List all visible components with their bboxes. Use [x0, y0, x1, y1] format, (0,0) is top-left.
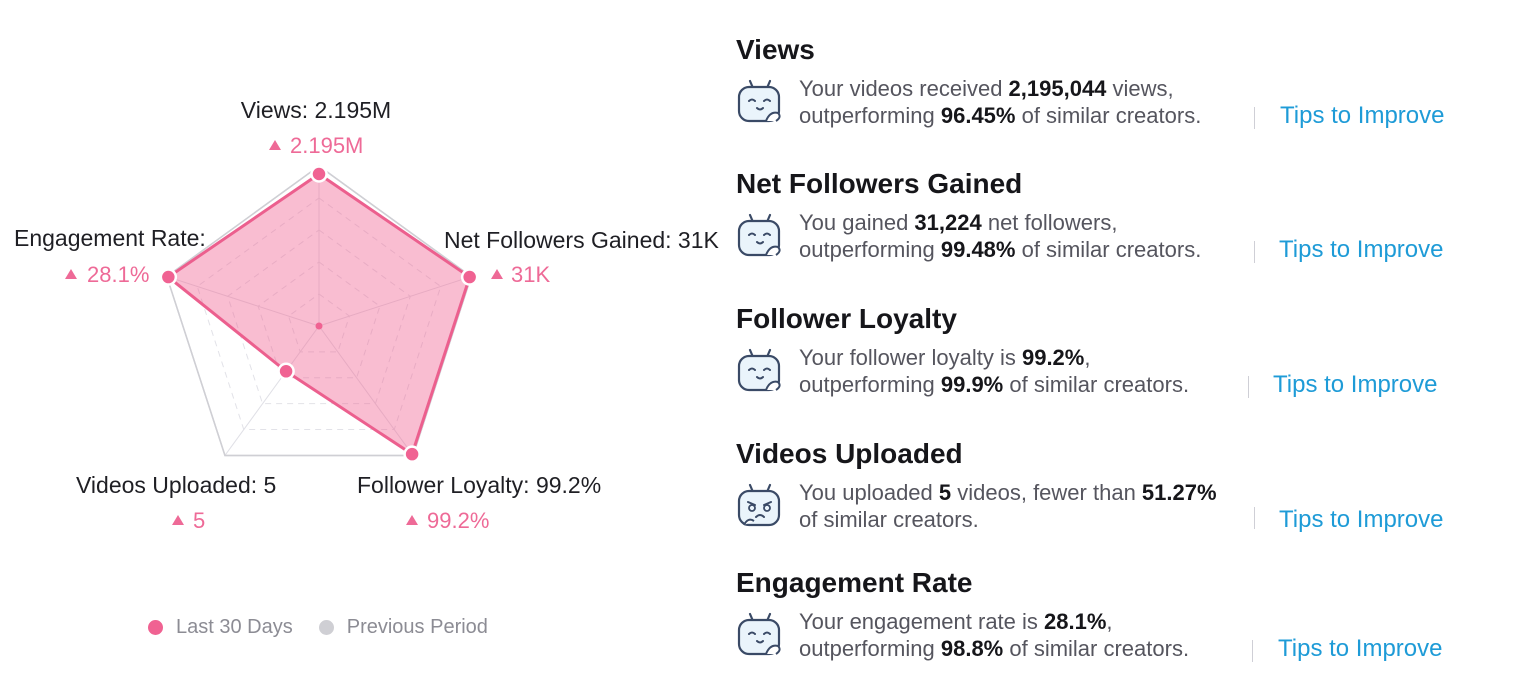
- svg-text:99.2%: 99.2%: [427, 508, 489, 533]
- last-30-days-area: [165, 172, 472, 457]
- axis-label-views: Views: 2.195M: [241, 97, 391, 123]
- divider: [1254, 107, 1255, 129]
- grid-ring-1: [287, 293, 351, 353]
- metric-description: Your follower loyalty is 99.2%, outperfo…: [799, 345, 1190, 397]
- axis-delta-engagement-rate: 28.1%: [65, 262, 149, 287]
- grid-ring-2: [257, 261, 381, 379]
- svg-text:2.195M: 2.195M: [290, 133, 363, 158]
- metric-description: Your videos received 2,195,044 views, ou…: [799, 76, 1202, 128]
- tips-to-improve-link[interactable]: Tips to Improve: [1280, 102, 1445, 129]
- metric-views: Views Your videos received 2,195,044 vie…: [736, 33, 1476, 135]
- axis-delta-views: 2.195M: [269, 133, 363, 158]
- axis-label-videos-uploaded: Videos Uploaded: 5: [76, 472, 276, 498]
- triangle-up-icon: [172, 515, 184, 525]
- metric-engagement-rate: Engagement Rate Your engagement rate is …: [736, 566, 1476, 668]
- divider: [1248, 376, 1249, 398]
- legend-dot-icon: [318, 620, 334, 635]
- axis-label-engagement-rate: Engagement Rate:: [14, 225, 206, 251]
- metric-title: Follower Loyalty: [736, 303, 957, 334]
- tips-to-improve-link[interactable]: Tips to Improve: [1279, 506, 1444, 533]
- legend-item-last-30-days[interactable]: Last 30 Days: [148, 616, 293, 639]
- svg-text:31K: 31K: [511, 262, 550, 287]
- metric-title: Net Followers Gained: [736, 168, 1023, 199]
- triangle-up-icon: [65, 269, 77, 279]
- metric-title: Videos Uploaded: [736, 438, 963, 469]
- axis-delta-net-followers: 31K: [491, 262, 550, 287]
- metric-description: Your engagement rate is 28.1%, outperfor…: [799, 609, 1190, 661]
- triangle-up-icon: [406, 515, 418, 525]
- axis-label-follower-loyalty: Follower Loyalty: 99.2%: [357, 472, 601, 498]
- chart-legend: Last 30 Days Previous Period: [148, 616, 514, 639]
- metric-description: You gained 31,224 net followers, outperf…: [799, 210, 1202, 262]
- legend-item-previous-period[interactable]: Previous Period: [318, 616, 488, 639]
- metric-follower-loyalty: Follower Loyalty Your follower loyalty i…: [736, 302, 1476, 404]
- grid-ring-4: [196, 197, 442, 431]
- svg-text:28.1%: 28.1%: [87, 262, 149, 287]
- legend-dot-icon: [148, 620, 163, 635]
- tips-to-improve-link[interactable]: Tips to Improve: [1273, 371, 1438, 398]
- radar-chart: Views: 2.195M 2.195M Net Followers Gaine…: [14, 97, 720, 533]
- mascot-icon: [737, 348, 781, 392]
- axis-delta-follower-loyalty: 99.2%: [406, 508, 489, 533]
- data-point[interactable]: [403, 445, 421, 463]
- mascot-icon: [737, 612, 781, 656]
- axis-delta-videos-uploaded: 5: [172, 508, 205, 533]
- data-point[interactable]: [310, 165, 328, 183]
- divider: [1254, 241, 1255, 263]
- mascot-sad-icon: [737, 483, 781, 527]
- previous-period-area: [165, 165, 473, 457]
- tips-to-improve-link[interactable]: Tips to Improve: [1278, 635, 1443, 662]
- axis-spoke: [166, 276, 320, 327]
- axis-spoke: [224, 325, 320, 456]
- metric-videos-uploaded: Videos Uploaded You uploaded 5 videos, f…: [736, 437, 1476, 539]
- data-point[interactable]: [277, 362, 295, 381]
- metric-title: Views: [736, 34, 815, 65]
- mascot-icon: [737, 79, 781, 123]
- tips-to-improve-link[interactable]: Tips to Improve: [1279, 236, 1444, 263]
- data-point[interactable]: [460, 268, 479, 286]
- divider: [1254, 507, 1255, 529]
- divider: [1252, 640, 1253, 662]
- axis-spoke: [318, 325, 414, 456]
- metric-title: Engagement Rate: [736, 567, 973, 598]
- axis-label-net-followers: Net Followers Gained: 31K: [444, 227, 720, 253]
- mascot-icon: [737, 213, 781, 257]
- metric-description: You uploaded 5 videos, fewer than 51.27%…: [799, 480, 1217, 532]
- svg-text:5: 5: [193, 508, 205, 533]
- center-dot: [315, 322, 323, 330]
- triangle-up-icon: [269, 140, 281, 150]
- axis-spoke: [318, 276, 472, 327]
- triangle-up-icon: [491, 269, 503, 279]
- metric-net-followers-gained: Net Followers Gained You gained 31,224 n…: [736, 167, 1476, 269]
- data-point[interactable]: [159, 268, 178, 286]
